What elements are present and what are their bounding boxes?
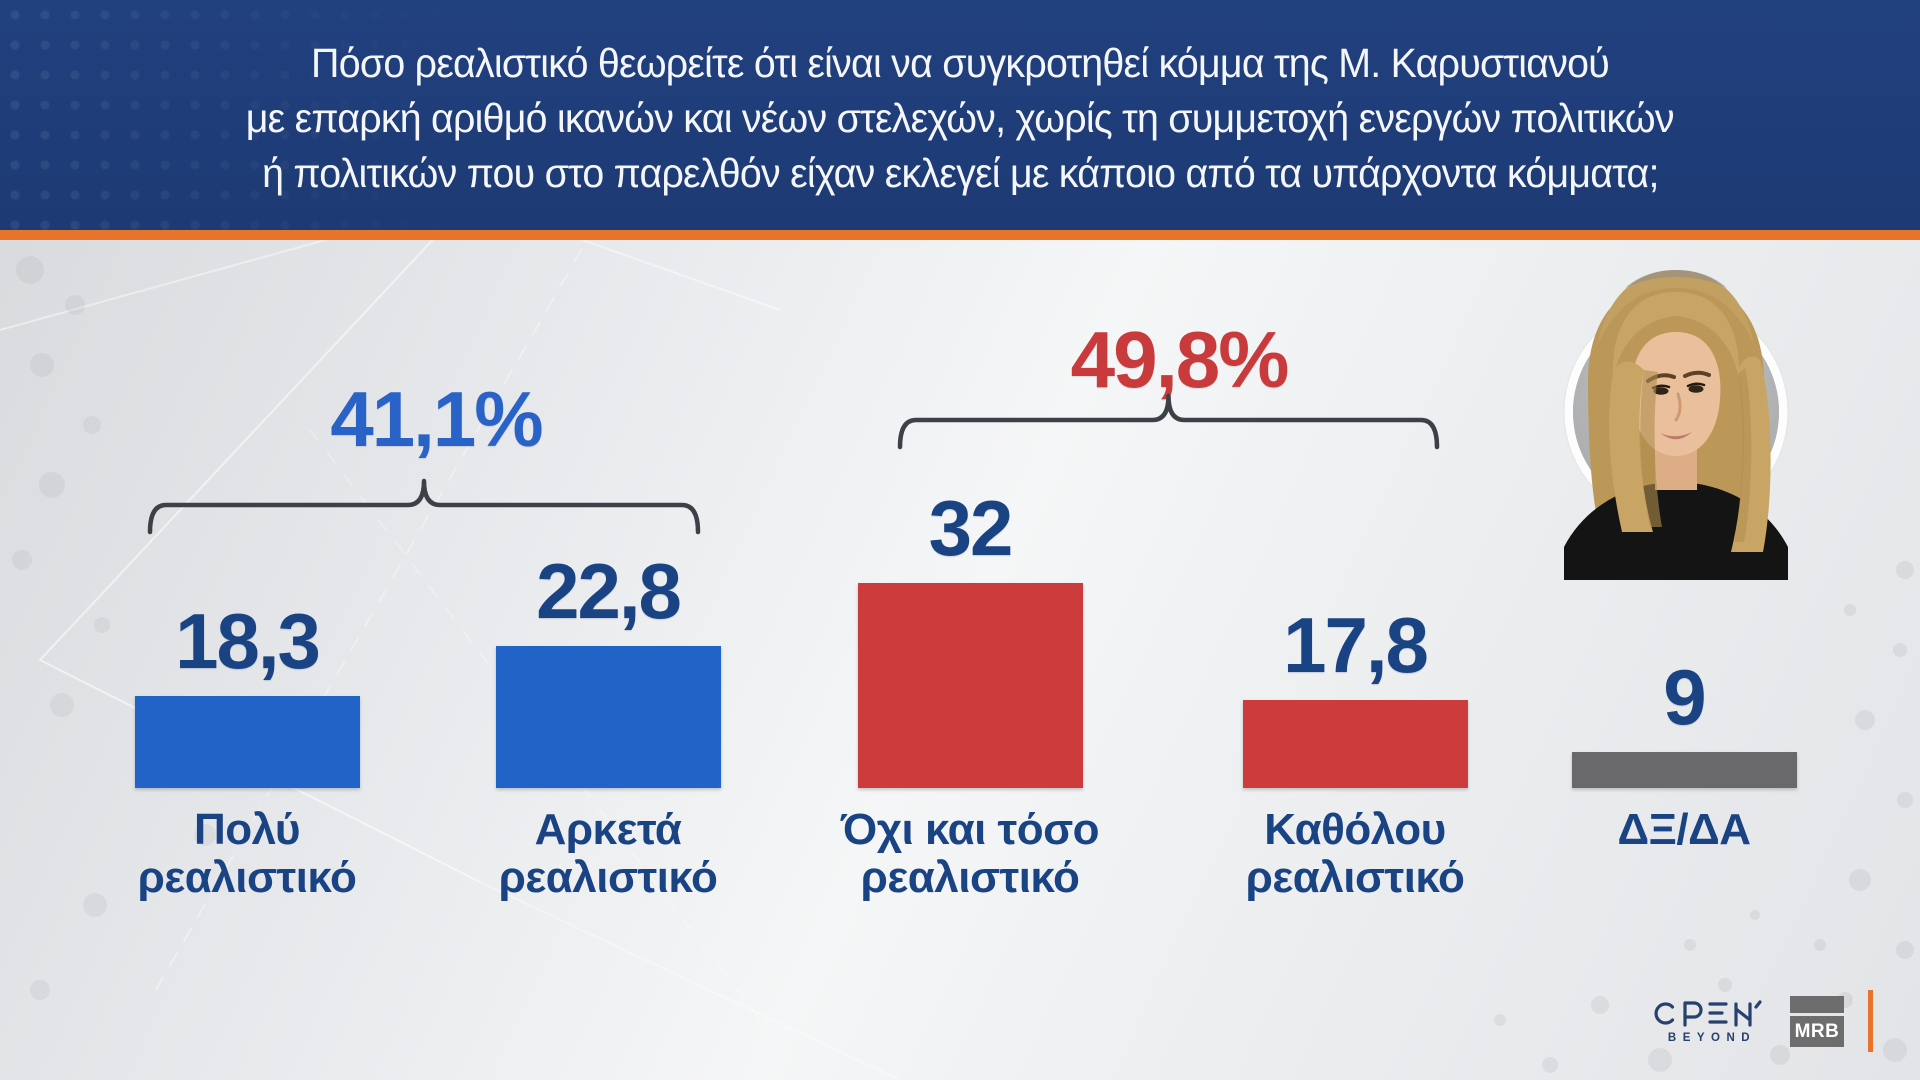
open-logo-glyphs — [1654, 1000, 1762, 1027]
karystianou-portrait — [1526, 242, 1826, 582]
group-percent-label: 41,1% — [330, 375, 543, 463]
bar-category-label: ΔΞ/ΔΑ — [1617, 805, 1751, 854]
orange-rule — [1868, 990, 1873, 1052]
question-line-2: με επαρκή αριθμό ικανών και νέων στελεχώ… — [245, 94, 1675, 141]
bar-column: 17,8 — [1215, 606, 1495, 788]
bar-value-label: 32 — [928, 484, 1014, 572]
bar-value-label: 18,3 — [175, 597, 321, 685]
mrb-label: MRB — [1794, 1020, 1840, 1042]
bar — [1571, 752, 1797, 788]
open-beyond-label: BEYOND — [1667, 1032, 1757, 1044]
bar-value-label: 9 — [1663, 653, 1706, 741]
bar — [134, 696, 360, 788]
question-line-1: Πόσο ρεαλιστικό θεωρείτε ότι είναι να συ… — [310, 39, 1610, 86]
mrb-logo: MRB — [1790, 996, 1844, 1047]
group-brace — [147, 478, 701, 535]
bar-category-label: Αρκετά ρεαλιστικό — [498, 805, 718, 902]
bar-category-label: Πολύ ρεαλιστικό — [137, 805, 357, 902]
group-percent-label: 49,8% — [1070, 315, 1290, 404]
orange-accent-line — [0, 230, 1920, 240]
bar-value-label: 22,8 — [536, 547, 682, 635]
mrb-logo-box: MRB — [1790, 1016, 1844, 1047]
bar-column: 32 — [830, 489, 1110, 788]
bar-column: 9 — [1544, 658, 1824, 788]
question-line-3: ή πολιτικών που στο παρελθόν είχαν εκλεγ… — [261, 149, 1659, 196]
bar — [1242, 700, 1468, 788]
bar-column: 18,3 — [107, 602, 387, 788]
header-question-banner: Πόσο ρεαλιστικό θεωρείτε ότι είναι να συ… — [0, 0, 1920, 230]
bar-column: 22,8 — [468, 552, 748, 788]
bar-value-label: 17,8 — [1283, 601, 1429, 689]
bar — [495, 646, 721, 788]
open-logo: BEYOND — [1650, 1000, 1768, 1044]
bar — [857, 583, 1083, 788]
bar-category-label: Όχι και τόσο ρεαλιστικό — [840, 805, 1100, 902]
bar-category-label: Καθόλου ρεαλιστικό — [1245, 805, 1465, 902]
mrb-logo-topbar — [1790, 996, 1844, 1013]
